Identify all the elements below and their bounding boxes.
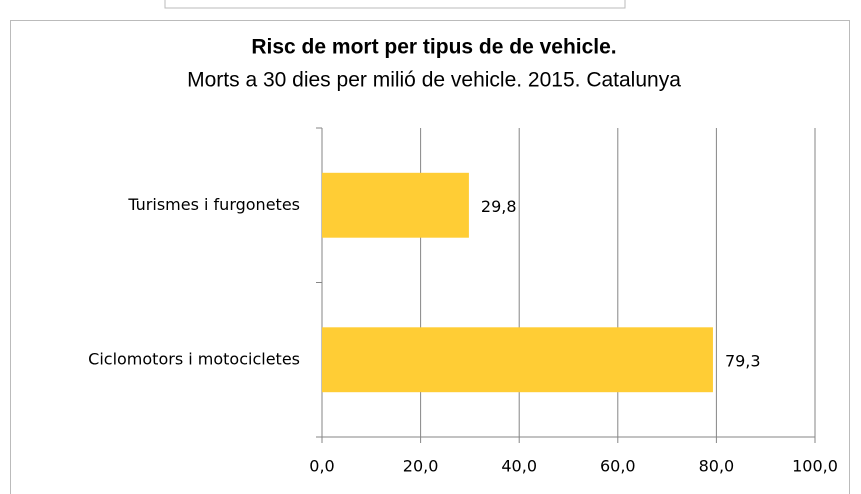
x-tick-label: 0,0	[309, 457, 334, 476]
x-tick-label: 80,0	[699, 457, 735, 476]
chart-subtitle: Morts a 30 dies per milió de vehicle. 20…	[187, 69, 681, 92]
bar	[322, 327, 713, 393]
x-tick-label: 20,0	[403, 457, 439, 476]
y-tick-label: Ciclomotors i motocicletes	[88, 349, 300, 368]
top-box	[164, 0, 626, 9]
value-label: 79,3	[725, 351, 761, 370]
x-tick-label: 60,0	[600, 457, 636, 476]
y-tick-label: Turismes i furgonetes	[127, 195, 300, 214]
value-label: 29,8	[481, 197, 517, 216]
bar	[322, 172, 469, 238]
chart-title: Risc de mort per tipus de de vehicle.	[251, 36, 616, 59]
x-tick-label: 40,0	[501, 457, 537, 476]
chart-frame	[10, 20, 850, 494]
x-tick-label: 100,0	[792, 457, 838, 476]
